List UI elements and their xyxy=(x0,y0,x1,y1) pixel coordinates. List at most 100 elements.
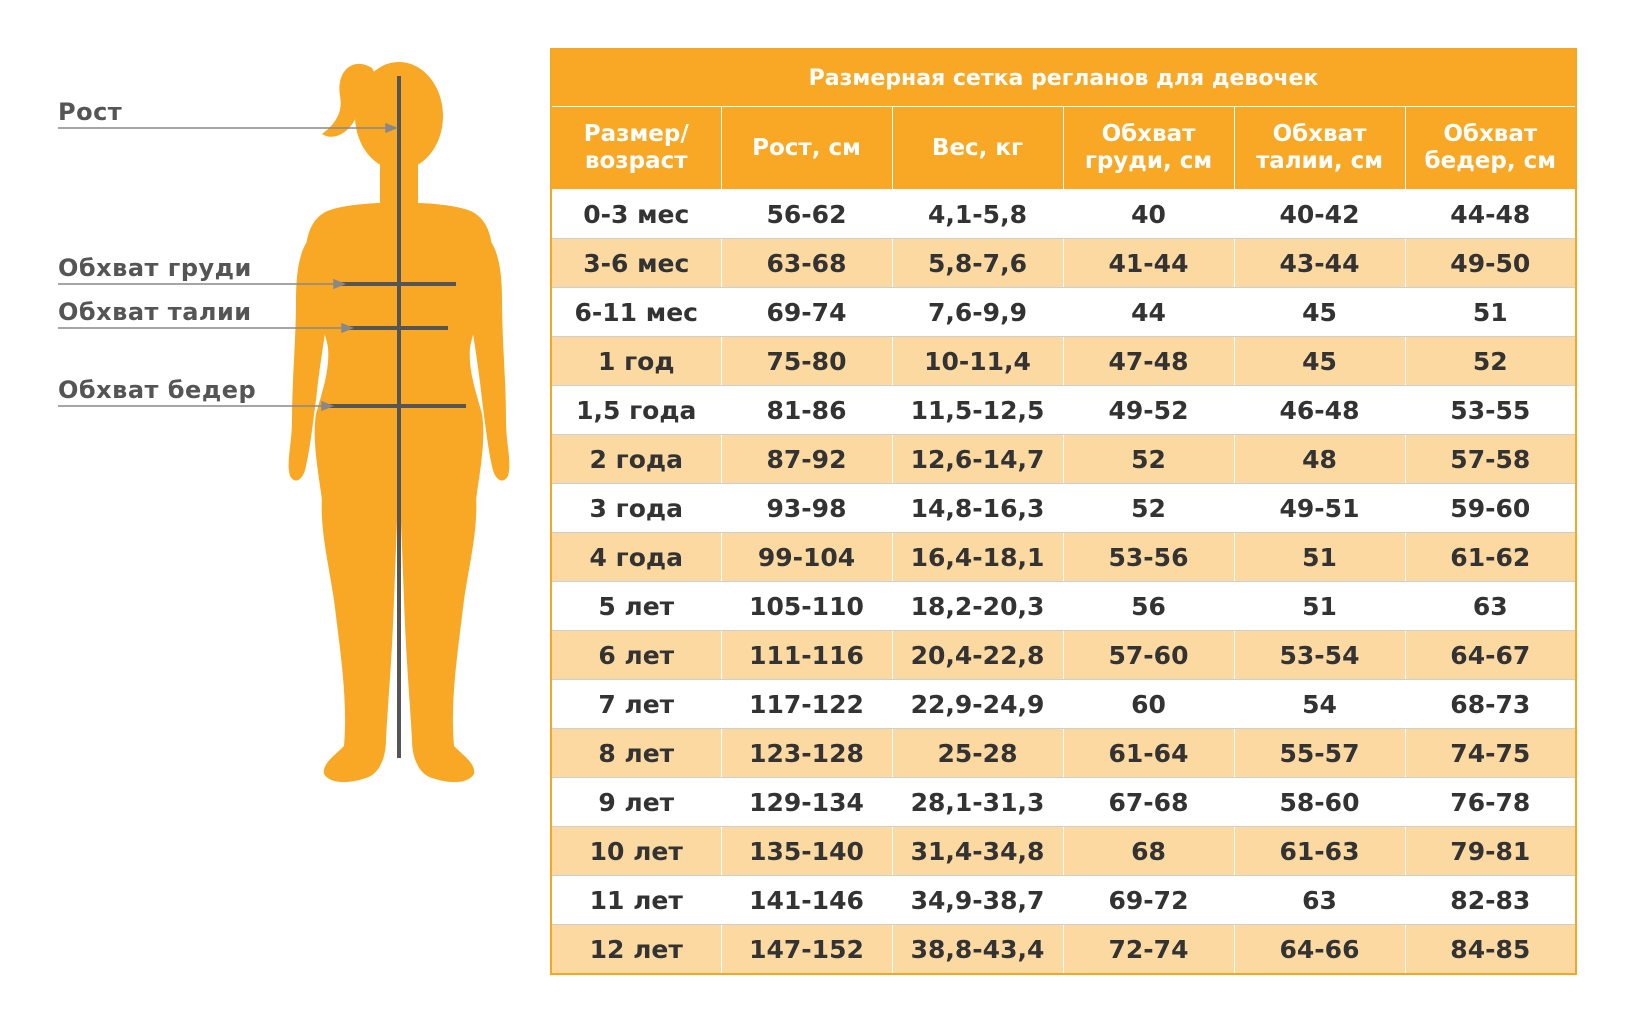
table-cell: 38,8-43,4 xyxy=(891,924,1064,975)
table-cell: 52 xyxy=(1062,483,1235,533)
table-row: 3 года 93-98 14,8-16,3 52 49-51 59-60 xyxy=(551,483,1577,533)
table-cell: 59-60 xyxy=(1404,483,1577,533)
table-row: 4 года 99-104 16,4-18,1 53-56 51 61-62 xyxy=(551,532,1577,582)
table-cell: 99-104 xyxy=(720,532,893,582)
size-chart-table: Размерная сетка регланов для девочек Раз… xyxy=(550,48,1578,975)
table-cell: 6 лет xyxy=(551,630,722,680)
table-cell: 74-75 xyxy=(1404,728,1577,778)
table-cell: 3 года xyxy=(551,483,722,533)
table-cell: 51 xyxy=(1233,581,1406,631)
column-header: Обхват груди, см xyxy=(1062,106,1235,190)
table-header-row: Размер/ возраст Рост, см Вес, кг Обхват гру… xyxy=(550,106,1577,190)
table-cell: 58-60 xyxy=(1233,777,1406,827)
table-row: 0-3 мес 56-62 4,1-5,8 40 40-42 44-48 xyxy=(551,189,1577,239)
table-cell: 4 года xyxy=(551,532,722,582)
table-cell: 51 xyxy=(1404,287,1577,337)
table-cell: 53-54 xyxy=(1233,630,1406,680)
column-header: Вес, кг xyxy=(891,106,1064,190)
table-cell: 61-63 xyxy=(1233,826,1406,876)
table-cell: 57-60 xyxy=(1062,630,1235,680)
table-row: 5 лет 105-110 18,2-20,3 56 51 63 xyxy=(551,581,1577,631)
table-cell: 45 xyxy=(1233,287,1406,337)
table-cell: 45 xyxy=(1233,336,1406,386)
table-row: 10 лет 135-140 31,4-34,8 68 61-63 79-81 xyxy=(551,826,1577,876)
table-cell: 105-110 xyxy=(720,581,893,631)
chest-label: Обхват груди xyxy=(58,254,252,282)
table-cell: 84-85 xyxy=(1404,924,1577,975)
table-cell: 54 xyxy=(1233,679,1406,729)
table-cell: 69-72 xyxy=(1062,875,1235,925)
table-cell: 22,9-24,9 xyxy=(891,679,1064,729)
body-measurement-figure: Рост Обхват груди Обхват талии Обхват бе… xyxy=(0,0,540,1030)
table-cell: 60 xyxy=(1062,679,1235,729)
table-cell: 1 год xyxy=(551,336,722,386)
table-row: 3-6 мес 63-68 5,8-7,6 41-44 43-44 49-50 xyxy=(551,238,1577,288)
table-cell: 48 xyxy=(1233,434,1406,484)
table-cell: 7,6-9,9 xyxy=(891,287,1064,337)
hips-label: Обхват бедер xyxy=(58,376,257,404)
table-cell: 40 xyxy=(1062,189,1235,239)
table-cell: 47-48 xyxy=(1062,336,1235,386)
table-cell: 4,1-5,8 xyxy=(891,189,1064,239)
column-header: Обхват бедер, см xyxy=(1404,106,1577,190)
table-cell: 16,4-18,1 xyxy=(891,532,1064,582)
table-title: Размерная сетка регланов для девочек xyxy=(550,49,1577,107)
table-cell: 3-6 мес xyxy=(551,238,722,288)
table-cell: 51 xyxy=(1233,532,1406,582)
table-cell: 93-98 xyxy=(720,483,893,533)
table-cell: 0-3 мес xyxy=(551,189,722,239)
table-cell: 11 лет xyxy=(551,875,722,925)
table-cell: 69-74 xyxy=(720,287,893,337)
table-cell: 34,9-38,7 xyxy=(891,875,1064,925)
table-cell: 25-28 xyxy=(891,728,1064,778)
table-cell: 56 xyxy=(1062,581,1235,631)
table-cell: 63 xyxy=(1233,875,1406,925)
table-cell: 76-78 xyxy=(1404,777,1577,827)
table-cell: 20,4-22,8 xyxy=(891,630,1064,680)
table-cell: 18,2-20,3 xyxy=(891,581,1064,631)
table-cell: 79-81 xyxy=(1404,826,1577,876)
column-header: Рост, см xyxy=(720,106,893,190)
table-row: 9 лет 129-134 28,1-31,3 67-68 58-60 76-78 xyxy=(551,777,1577,827)
table-cell: 68 xyxy=(1062,826,1235,876)
table-cell: 49-51 xyxy=(1233,483,1406,533)
table-cell: 1,5 года xyxy=(551,385,722,435)
table-cell: 82-83 xyxy=(1404,875,1577,925)
girl-silhouette-icon xyxy=(58,62,510,783)
table-cell: 117-122 xyxy=(720,679,893,729)
table-cell: 81-86 xyxy=(720,385,893,435)
table-cell: 44-48 xyxy=(1404,189,1577,239)
table-cell: 11,5-12,5 xyxy=(891,385,1064,435)
table-cell: 44 xyxy=(1062,287,1235,337)
table-cell: 43-44 xyxy=(1233,238,1406,288)
table-cell: 31,4-34,8 xyxy=(891,826,1064,876)
table-row: 1 год 75-80 10-11,4 47-48 45 52 xyxy=(551,336,1577,386)
table-cell: 6-11 мес xyxy=(551,287,722,337)
table-row: 1,5 года 81-86 11,5-12,5 49-52 46-48 53-55 xyxy=(551,385,1577,435)
table-cell: 9 лет xyxy=(551,777,722,827)
table-cell: 75-80 xyxy=(720,336,893,386)
table-cell: 63 xyxy=(1404,581,1577,631)
table-cell: 61-64 xyxy=(1062,728,1235,778)
column-header: Обхват талии, см xyxy=(1233,106,1406,190)
table-cell: 57-58 xyxy=(1404,434,1577,484)
table-cell: 141-146 xyxy=(720,875,893,925)
table-row: 6-11 мес 69-74 7,6-9,9 44 45 51 xyxy=(551,287,1577,337)
table-cell: 14,8-16,3 xyxy=(891,483,1064,533)
table-cell: 12 лет xyxy=(551,924,722,975)
table-cell: 10 лет xyxy=(551,826,722,876)
column-header: Размер/ возраст xyxy=(550,106,722,190)
table-cell: 53-55 xyxy=(1404,385,1577,435)
table-cell: 55-57 xyxy=(1233,728,1406,778)
table-cell: 64-66 xyxy=(1233,924,1406,975)
table-cell: 56-62 xyxy=(720,189,893,239)
table-cell: 46-48 xyxy=(1233,385,1406,435)
table-body: 0-3 мес 56-62 4,1-5,8 40 40-42 44-48 3-6 мес 63… xyxy=(551,189,1577,975)
table-cell: 147-152 xyxy=(720,924,893,975)
table-cell: 5,8-7,6 xyxy=(891,238,1064,288)
table-cell: 123-128 xyxy=(720,728,893,778)
table-cell: 52 xyxy=(1404,336,1577,386)
table-cell: 87-92 xyxy=(720,434,893,484)
table-cell: 49-52 xyxy=(1062,385,1235,435)
table-cell: 68-73 xyxy=(1404,679,1577,729)
